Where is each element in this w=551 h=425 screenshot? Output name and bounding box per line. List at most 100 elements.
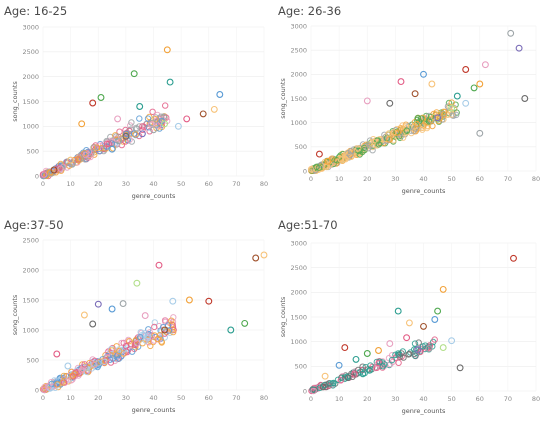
x-tick-label: 80 [532, 395, 540, 403]
data-point [45, 382, 52, 389]
data-point [130, 70, 138, 78]
scatter-plot: 0 500 1000 1500 2000 2500 3000 0 10 20 30 40 50 60 70 8… [11, 23, 268, 200]
data-point [151, 323, 158, 331]
data-point [448, 337, 456, 345]
data-point [137, 334, 144, 341]
data-point [453, 111, 460, 119]
data-point [308, 166, 316, 174]
data-point [119, 138, 127, 145]
points [39, 46, 224, 180]
data-point [363, 97, 371, 105]
scatter-panel-37-50: Age:37-50 0 500 1000 1500 2000 2500 0 10 20 30 40 5… [0, 0, 275, 425]
data-point [252, 254, 260, 262]
data-point [108, 145, 116, 153]
x-tick-label: 80 [260, 180, 268, 188]
data-point [411, 119, 419, 126]
panel-title: Age:51-70 [278, 218, 338, 232]
data-point [113, 133, 120, 140]
data-point [165, 327, 173, 334]
data-point [355, 147, 362, 154]
data-point [413, 120, 420, 128]
points [307, 29, 529, 175]
data-point [169, 321, 176, 329]
data-point [434, 307, 442, 315]
x-axis-label: genre_counts [132, 192, 176, 200]
data-point [93, 144, 101, 151]
data-point [321, 372, 329, 380]
data-point [116, 128, 123, 135]
data-point [54, 381, 61, 388]
data-point [349, 373, 356, 380]
y-tick-label: 500 [27, 147, 39, 155]
data-point [67, 156, 75, 164]
x-tick-label: 50 [447, 395, 455, 403]
data-point [161, 120, 169, 128]
data-point [412, 352, 419, 359]
x-tick-label: 0 [309, 175, 313, 183]
y-tick-label: 500 [295, 143, 307, 151]
data-point [310, 387, 317, 395]
data-point [78, 120, 86, 128]
x-tick-label: 70 [504, 175, 512, 183]
data-point [405, 319, 413, 327]
data-point [476, 80, 484, 88]
data-point [338, 156, 345, 163]
data-point [109, 355, 116, 362]
data-point [439, 285, 447, 293]
data-point [430, 114, 438, 121]
data-point [119, 300, 127, 308]
data-point [390, 137, 397, 144]
scatter-panel-16-25: Age: 16-25 0 500 1000 1500 2000 2500 3000 0 10 20… [0, 0, 275, 212]
scatter-plot: 0 500 1000 1500 2000 2500 0 10 20 30 40 50 60 70 80 gen… [11, 236, 268, 414]
data-point [116, 355, 123, 362]
data-point [97, 94, 105, 101]
y-axis-label: song_counts [11, 81, 19, 122]
data-point [210, 105, 218, 113]
data-point [109, 145, 117, 152]
y-tick-label: 0 [303, 167, 307, 175]
data-point [415, 339, 422, 346]
data-point [420, 70, 427, 78]
x-tick-label: 50 [447, 175, 455, 183]
data-point [462, 66, 470, 73]
data-point [390, 129, 397, 136]
data-point [309, 386, 316, 393]
data-point [395, 359, 402, 366]
x-tick-label: 40 [419, 395, 427, 403]
y-tick-label: 3000 [290, 239, 307, 247]
y-tick-label: 2500 [290, 46, 307, 54]
x-tick-label: 10 [335, 175, 343, 183]
y-tick-label: 3000 [290, 22, 307, 30]
data-point [69, 372, 76, 379]
data-point [116, 347, 123, 355]
data-point [507, 29, 515, 37]
data-point [351, 370, 358, 377]
data-point [95, 360, 102, 367]
data-point [476, 129, 484, 137]
data-point [122, 130, 130, 138]
data-point [386, 99, 394, 107]
scatter-panel-26-36: Age: 26-36 0 500 1000 1500 2000 2500 3000 0 10 20… [0, 0, 551, 212]
data-point [426, 342, 434, 349]
data-point [342, 156, 349, 163]
data-point [60, 376, 67, 383]
x-tick-label: 60 [205, 394, 213, 402]
data-point [434, 114, 442, 122]
data-point [348, 148, 355, 155]
data-point [354, 366, 362, 374]
data-point [399, 134, 407, 141]
data-point [155, 261, 163, 269]
data-point [395, 350, 402, 357]
data-point [356, 151, 363, 158]
data-point [141, 312, 149, 320]
x-tick-label: 60 [476, 395, 484, 403]
x-tick-label: 40 [149, 394, 157, 402]
data-point [122, 343, 130, 350]
data-point [441, 111, 448, 118]
data-point [150, 126, 157, 134]
y-tick-label: 2000 [290, 71, 307, 79]
data-point [411, 346, 418, 353]
data-point [425, 345, 433, 353]
y-tick-label: 2500 [22, 48, 39, 56]
data-point [427, 113, 435, 121]
